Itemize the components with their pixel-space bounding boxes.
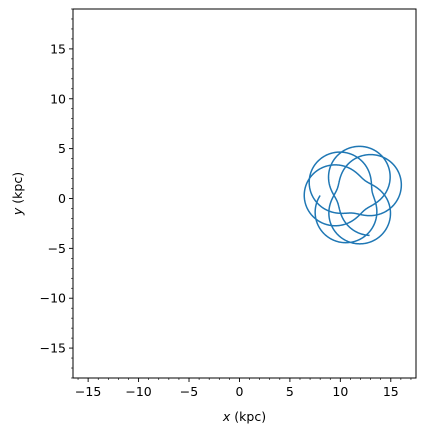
y-tick-label: −15 xyxy=(40,341,66,356)
y-tick-label: 5 xyxy=(58,141,66,156)
axes-frame xyxy=(72,8,417,379)
x-axis-var: x xyxy=(222,409,231,424)
x-tick-label: 15 xyxy=(383,384,399,399)
axis-ticks: −15 −10 −5 0 5 10 15 −15 −10 −5 0 5 10 15 xyxy=(40,8,412,399)
y-axis-label: y (kpc) xyxy=(10,172,25,216)
x-tick-label: −5 xyxy=(180,384,198,399)
orbit-series xyxy=(303,145,403,245)
x-tick-label: −15 xyxy=(75,384,101,399)
y-axis-var: y xyxy=(10,207,25,216)
plot-area xyxy=(72,8,417,379)
x-tick-label: 10 xyxy=(332,384,348,399)
y-tick-label: −10 xyxy=(40,291,66,306)
x-tick-label: −10 xyxy=(125,384,151,399)
y-tick-label: −5 xyxy=(48,241,66,256)
x-axis-label: x (kpc) xyxy=(222,409,266,424)
x-tick-label: 5 xyxy=(286,384,294,399)
y-tick-label: 15 xyxy=(50,41,66,56)
x-tick-label: 0 xyxy=(235,384,243,399)
y-axis-unit: (kpc) xyxy=(10,172,25,208)
x-axis-unit: (kpc) xyxy=(230,409,266,424)
y-tick-label: 10 xyxy=(50,91,66,106)
orbit-line xyxy=(303,145,403,245)
y-tick-label: 0 xyxy=(58,191,66,206)
